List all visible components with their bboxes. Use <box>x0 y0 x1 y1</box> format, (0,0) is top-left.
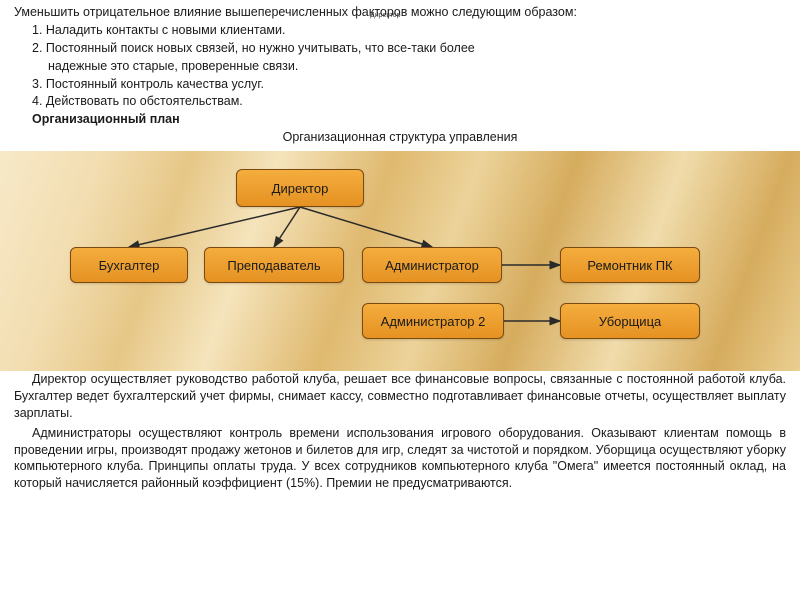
org-node-director: Директор <box>236 169 364 207</box>
bottom-text-block: Директор осуществляет руководство работо… <box>0 371 800 501</box>
org-node-cleaner: Уборщица <box>560 303 700 339</box>
org-chart: Директор Бухгалтер Преподаватель Администра… <box>0 151 800 371</box>
org-node-accountant: Бухгалтер <box>70 247 188 283</box>
org-plan-header: Организационный план <box>14 111 786 128</box>
org-structure-title: Организационная структура управления <box>14 129 786 146</box>
stray-tiny-label: Директор <box>370 12 401 19</box>
paragraph-2: Администраторы осуществляют контроль вре… <box>14 425 786 493</box>
list-item-2b: надежные это старые, проверенные связи. <box>14 58 786 75</box>
org-node-admin: Администратор <box>362 247 502 283</box>
list-item-3: 3. Постоянный контроль качества услуг. <box>14 76 786 93</box>
top-text-block: Уменьшить отрицательное влияние вышепере… <box>0 0 800 151</box>
org-node-repair: Ремонтник ПК <box>560 247 700 283</box>
list-item-1: 1. Наладить контакты с новыми клиентами. <box>14 22 786 39</box>
org-node-teacher: Преподаватель <box>204 247 344 283</box>
list-item-4: 4. Действовать по обстоятельствам. <box>14 93 786 110</box>
list-item-2a: 2. Постоянный поиск новых связей, но нуж… <box>14 40 786 57</box>
org-node-admin2: Администратор 2 <box>362 303 504 339</box>
paragraph-1: Директор осуществляет руководство работо… <box>14 371 786 422</box>
